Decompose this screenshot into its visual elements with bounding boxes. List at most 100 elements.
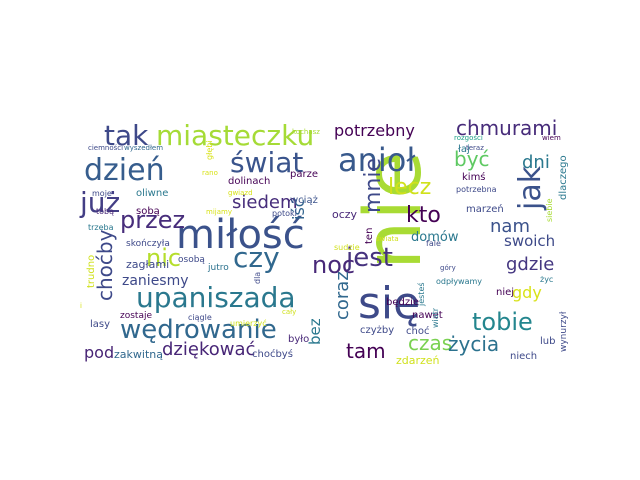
word-14: przez bbox=[120, 206, 185, 234]
word-80: zostaje bbox=[120, 311, 152, 321]
word-91: niech bbox=[510, 351, 537, 362]
word-10: tak bbox=[104, 119, 149, 152]
word-1: się bbox=[358, 278, 420, 329]
word-38: iść bbox=[289, 198, 308, 220]
word-18: lecz bbox=[388, 175, 431, 200]
word-50: rozgości bbox=[454, 134, 483, 142]
word-54: głębi bbox=[205, 140, 214, 160]
word-30: nam bbox=[490, 216, 530, 237]
word-94: ten bbox=[364, 228, 375, 244]
word-45: ciemności bbox=[88, 144, 123, 152]
word-12: czy bbox=[233, 241, 280, 274]
word-71: jutro bbox=[207, 263, 229, 273]
word-63: parze bbox=[290, 169, 318, 180]
word-16: nic bbox=[146, 244, 181, 272]
word-97: sudzie bbox=[334, 243, 360, 252]
word-44: dolinach bbox=[228, 176, 270, 187]
word-93: wynurzył bbox=[559, 311, 569, 352]
word-81: ciągle bbox=[188, 313, 212, 322]
word-5: miasteczku bbox=[156, 119, 314, 152]
word-74: nawet bbox=[412, 310, 443, 321]
word-11: już bbox=[79, 186, 120, 219]
word-76: góry bbox=[440, 264, 456, 272]
word-6: świat bbox=[230, 146, 303, 179]
word-21: życia bbox=[448, 332, 499, 356]
word-9: wędrowanie bbox=[120, 315, 277, 345]
word-24: kto bbox=[406, 203, 441, 228]
word-57: sobą bbox=[136, 206, 160, 217]
word-68: skończyła bbox=[126, 239, 170, 249]
word-29: potrzebny bbox=[334, 121, 415, 140]
word-88: czyżby bbox=[360, 325, 394, 336]
word-3: anioł bbox=[338, 141, 416, 179]
word-17: tobie bbox=[472, 308, 533, 336]
word-70: trudno bbox=[86, 255, 97, 288]
word-27: siedem bbox=[232, 192, 298, 213]
word-86: jesteś bbox=[416, 282, 426, 307]
word-69: osobą bbox=[178, 255, 205, 265]
word-67: mijamy bbox=[206, 208, 232, 216]
word-83: cały bbox=[282, 308, 296, 316]
word-61: potoki bbox=[272, 209, 297, 218]
word-77: życ bbox=[540, 275, 553, 284]
word-52: potrzebna bbox=[456, 185, 497, 194]
word-72: dla bbox=[253, 272, 262, 284]
word-4: upaniszada bbox=[136, 281, 296, 314]
word-78: niej bbox=[496, 287, 514, 298]
word-34: swoich bbox=[504, 232, 555, 250]
word-2: miłość bbox=[176, 212, 305, 258]
word-62: wciąż bbox=[290, 195, 318, 206]
word-73: będzie bbox=[386, 297, 419, 308]
word-75: choć bbox=[406, 325, 429, 337]
word-7: dzień bbox=[84, 153, 165, 188]
word-32: choćby bbox=[93, 229, 117, 301]
word-42: zakwitną bbox=[114, 348, 163, 361]
word-36: gdy bbox=[512, 283, 542, 302]
word-35: coraz bbox=[332, 271, 353, 320]
word-90: lub bbox=[540, 336, 555, 347]
word-66: dlaczego bbox=[558, 155, 569, 200]
word-51: łaj bbox=[458, 144, 470, 155]
word-41: zagłami bbox=[126, 258, 169, 271]
word-92: zdarzeń bbox=[396, 354, 440, 367]
word-84: było bbox=[288, 334, 309, 345]
word-22: tam bbox=[346, 339, 386, 363]
word-25: być bbox=[454, 147, 490, 171]
word-58: moje bbox=[92, 189, 112, 198]
word-98: rano bbox=[202, 169, 218, 177]
word-89: wiatr bbox=[431, 307, 440, 328]
word-56: oliwne bbox=[136, 188, 168, 199]
word-40: domów bbox=[411, 230, 459, 245]
word-64: marzeń bbox=[466, 203, 504, 215]
word-37: zaniesmy bbox=[122, 273, 189, 289]
word-60: trzeba bbox=[88, 223, 114, 232]
word-46: wyszedłem bbox=[124, 144, 163, 152]
word-53: kimś bbox=[462, 171, 486, 183]
word-96: świata bbox=[376, 235, 399, 243]
word-95: fale bbox=[426, 239, 441, 248]
word-87: odpływamy bbox=[436, 277, 482, 286]
word-39: bez bbox=[306, 318, 324, 345]
word-43: oczy bbox=[332, 208, 358, 221]
word-99: i bbox=[80, 302, 82, 310]
word-23: mnie bbox=[361, 158, 386, 213]
word-31: gdzie bbox=[506, 254, 554, 275]
word-65: siebie bbox=[545, 198, 554, 222]
word-8: jak bbox=[513, 165, 548, 211]
word-48: teraz bbox=[466, 144, 484, 152]
word-20: czas bbox=[408, 331, 452, 355]
word-85: choćbyś bbox=[252, 348, 293, 360]
word-47: kochasz bbox=[292, 128, 320, 136]
word-79: lasy bbox=[90, 319, 110, 330]
word-15: noc bbox=[312, 251, 355, 279]
word-13: jest bbox=[345, 243, 393, 273]
word-28: dziękować bbox=[162, 339, 255, 360]
word-19: chmurami bbox=[456, 116, 557, 140]
word-82: umierzyć bbox=[230, 318, 267, 328]
word-0: nie bbox=[349, 151, 439, 270]
word-26: dni bbox=[522, 152, 550, 173]
word-59: tobą bbox=[96, 207, 114, 216]
word-33: pod bbox=[84, 343, 114, 362]
word-49: wiem bbox=[542, 134, 561, 142]
